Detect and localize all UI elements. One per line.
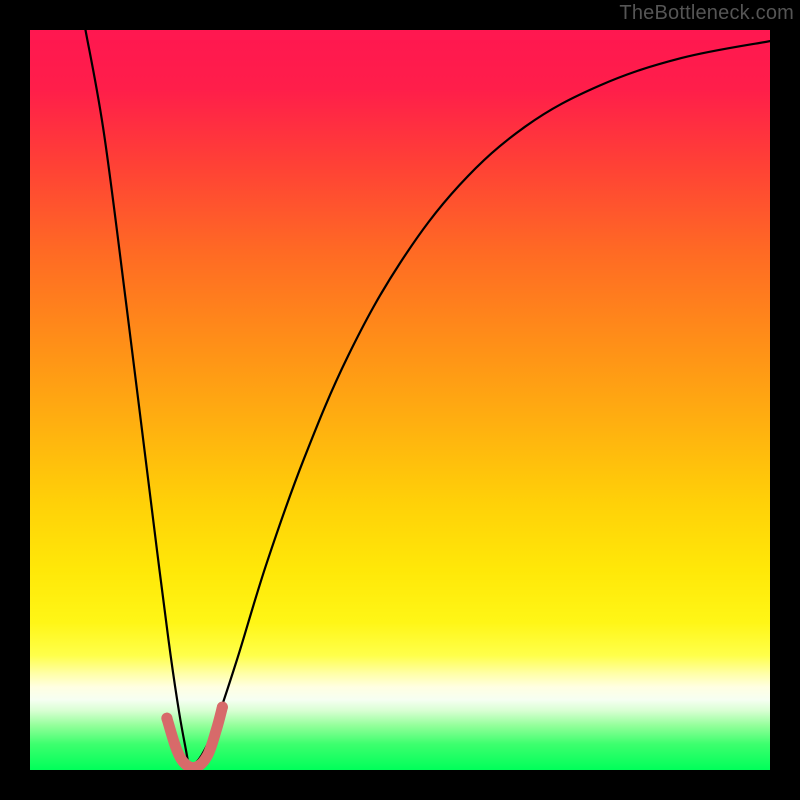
bottleneck-chart — [0, 0, 800, 800]
plot-background — [30, 30, 770, 770]
minimum-marker-dot-left — [161, 713, 172, 724]
minimum-marker-dot-right — [217, 702, 228, 713]
watermark-text: TheBottleneck.com — [619, 2, 794, 25]
chart-frame: TheBottleneck.com — [0, 0, 800, 800]
